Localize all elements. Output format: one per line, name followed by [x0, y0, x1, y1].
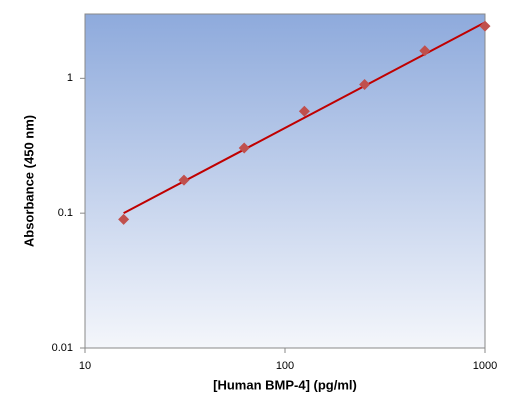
y-tick-label: 1: [67, 72, 73, 84]
data-point: [298, 105, 310, 117]
data-point: [479, 20, 491, 32]
y-tick-label: 0.1: [58, 207, 73, 219]
x-tick-label: 10: [79, 360, 91, 372]
y-tick-label: 0.01: [52, 342, 73, 354]
x-axis-title: [Human BMP-4] (pg/ml): [213, 377, 357, 392]
x-tick-label: 1000: [473, 360, 497, 372]
data-point: [238, 142, 250, 154]
data-point: [118, 213, 130, 225]
plot-area: [84, 13, 486, 349]
x-tick-label: 100: [276, 360, 294, 372]
y-axis-title: Absorbance (450 nm): [21, 115, 36, 247]
data-point: [359, 79, 371, 91]
data-point: [178, 174, 190, 186]
data-point: [419, 45, 431, 57]
